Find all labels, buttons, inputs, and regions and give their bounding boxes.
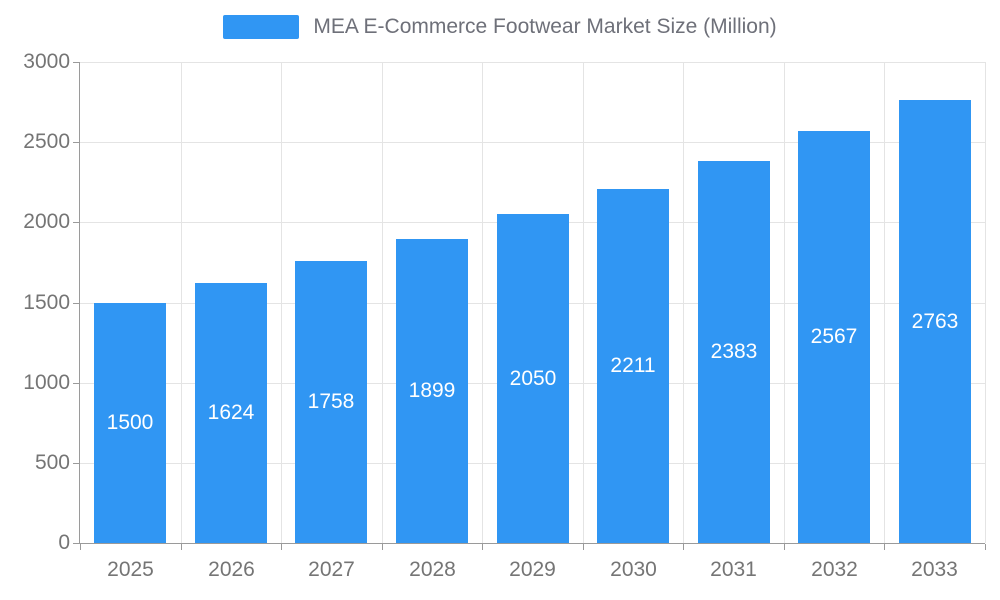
vertical-gridline xyxy=(583,62,584,543)
bar-value-label: 2050 xyxy=(509,366,557,390)
legend-swatch[interactable] xyxy=(223,15,300,39)
y-axis-tick xyxy=(73,463,79,464)
bar-value-label: 2763 xyxy=(911,309,959,333)
bar-2033[interactable]: 2763 xyxy=(899,100,971,543)
vertical-gridline xyxy=(382,62,383,543)
bar-value-label: 1500 xyxy=(106,411,154,434)
bar-value-label: 2567 xyxy=(810,325,858,348)
bar-value-label: 1899 xyxy=(408,379,456,402)
horizontal-gridline xyxy=(80,142,985,143)
bar-value-label: 2211 xyxy=(610,354,656,377)
y-axis-tick xyxy=(73,62,79,63)
bar-2025[interactable]: 1500 xyxy=(94,303,166,543)
x-axis-tick xyxy=(281,544,282,550)
bar-value-label: 1758 xyxy=(307,390,355,413)
y-axis-line xyxy=(79,62,80,543)
y-axis-tick xyxy=(73,383,79,384)
horizontal-gridline xyxy=(80,62,985,63)
y-tick-label: 1500 xyxy=(23,291,70,314)
y-axis-tick xyxy=(73,142,79,143)
y-tick-label: 1000 xyxy=(23,371,70,394)
x-axis-line xyxy=(79,543,985,544)
x-axis-tick xyxy=(784,544,785,550)
y-axis-tick xyxy=(73,222,79,223)
x-axis-tick xyxy=(382,544,383,550)
x-axis-tick xyxy=(482,544,483,550)
y-tick-label: 3000 xyxy=(23,50,70,73)
vertical-gridline xyxy=(281,62,282,543)
x-tick-label: 2029 xyxy=(509,558,556,581)
bar-2026[interactable]: 1624 xyxy=(195,283,267,543)
x-axis-tick xyxy=(80,544,81,550)
bar-2028[interactable]: 1899 xyxy=(396,239,468,543)
x-tick-label: 2025 xyxy=(107,558,154,581)
y-tick-label: 0 xyxy=(58,531,70,554)
y-tick-label: 500 xyxy=(34,451,70,474)
vertical-gridline xyxy=(683,62,684,543)
vertical-gridline xyxy=(181,62,182,543)
chart-title[interactable]: MEA E-Commerce Footwear Market Size (Mil… xyxy=(313,15,777,38)
bar-2030[interactable]: 2211 xyxy=(597,189,669,543)
x-tick-label: 2030 xyxy=(610,558,657,581)
bar-2032[interactable]: 2567 xyxy=(798,131,870,543)
vertical-gridline xyxy=(985,62,986,543)
x-tick-label: 2028 xyxy=(409,558,456,581)
x-axis-tick xyxy=(583,544,584,550)
plot-area: 0 500 1000 1500 2000 2500 3000 1500 2025 1624 2026… xyxy=(23,50,986,581)
x-tick-label: 2031 xyxy=(710,558,757,581)
x-axis-tick xyxy=(181,544,182,550)
legend: MEA E-Commerce Footwear Market Size (Mil… xyxy=(0,14,1000,40)
bar-2027[interactable]: 1758 xyxy=(295,261,367,543)
x-tick-label: 2032 xyxy=(811,558,858,581)
vertical-gridline xyxy=(784,62,785,543)
x-axis-tick xyxy=(683,544,684,550)
bar-2029[interactable]: 2050 xyxy=(497,214,569,543)
y-axis-tick xyxy=(73,303,79,304)
x-tick-label: 2026 xyxy=(208,558,255,581)
vertical-gridline xyxy=(884,62,885,543)
x-axis-tick xyxy=(884,544,885,550)
x-tick-label: 2027 xyxy=(308,558,355,581)
bar-value-label: 2383 xyxy=(710,340,758,363)
x-tick-label: 2033 xyxy=(911,558,958,581)
bar-2031[interactable]: 2383 xyxy=(698,161,770,543)
bar-value-label: 1624 xyxy=(207,401,255,424)
y-tick-label: 2500 xyxy=(23,130,70,153)
vertical-gridline xyxy=(482,62,483,543)
x-axis-tick xyxy=(985,544,986,550)
y-axis-tick xyxy=(73,543,79,544)
y-tick-label: 2000 xyxy=(23,210,70,233)
